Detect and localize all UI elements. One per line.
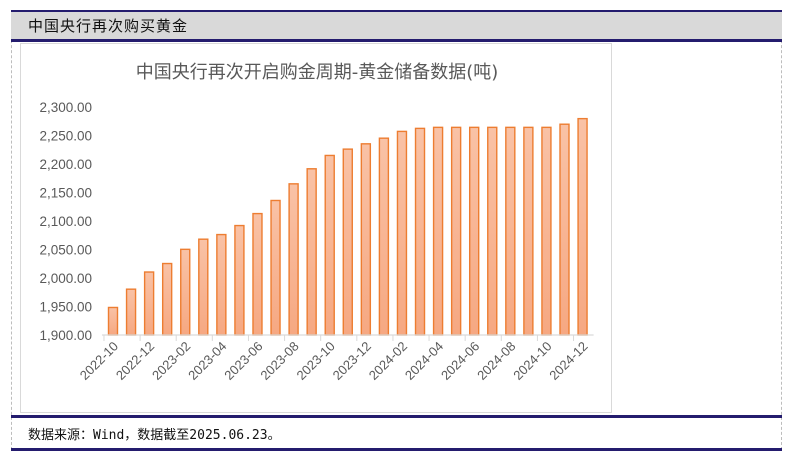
x-tick-label: 2022-12	[113, 339, 157, 383]
bar	[523, 126, 534, 336]
x-tick-label: 2022-10	[77, 339, 121, 383]
bar	[396, 130, 408, 336]
panel-frame	[11, 10, 782, 450]
y-tick-label: 1,950.00	[39, 300, 92, 315]
y-tick-label: 2,000.00	[39, 271, 92, 286]
bar	[487, 126, 498, 336]
bar	[324, 154, 335, 336]
bar	[414, 127, 426, 336]
y-tick-label: 2,200.00	[39, 157, 92, 172]
bar	[469, 126, 480, 336]
y-axis: 1,900.00 1,950.00 2,000.00 2,050.00 2,100.00…	[39, 100, 92, 343]
y-tick-label: 1,900.00	[39, 328, 92, 343]
bar	[180, 248, 191, 336]
bar	[306, 168, 317, 336]
x-tick-label: 2023-04	[185, 339, 229, 383]
y-tick-label: 2,100.00	[39, 214, 92, 229]
x-tick-label: 2023-02	[149, 339, 193, 383]
bar-chart: 1,900.00 1,950.00 2,000.00 2,050.00 2,100.00…	[39, 100, 594, 383]
x-tick-label: 2024-04	[402, 339, 446, 383]
chart-container: 中国央行再次开启购金周期-黄金储备数据(吨) 1,900.00 1,950.00 2…	[20, 43, 612, 413]
bar	[450, 126, 462, 336]
bar	[234, 224, 245, 336]
x-tick-label: 2023-08	[257, 339, 301, 383]
bar	[288, 183, 299, 336]
x-tick-label: 2023-10	[293, 339, 337, 383]
x-tick-label: 2024-02	[366, 339, 410, 383]
bar	[198, 238, 209, 336]
bar	[432, 126, 444, 336]
x-tick-label: 2023-12	[330, 339, 374, 383]
x-axis: 2022-102022-122023-022023-042023-062023-…	[77, 334, 594, 383]
bar	[378, 137, 390, 336]
y-tick-label: 2,150.00	[39, 186, 92, 201]
footer-rule-bottom	[11, 448, 782, 451]
bar	[107, 306, 119, 336]
bar	[216, 233, 227, 336]
x-tick-label: 2024-08	[474, 339, 518, 383]
x-tick-label: 2024-06	[438, 339, 482, 383]
data-source-note: 数据来源：Wind，数据截至2025.06.23。	[28, 428, 281, 443]
bar	[143, 271, 155, 336]
bar	[252, 212, 263, 336]
bar	[342, 148, 353, 336]
panel-header: 中国央行再次购买黄金	[11, 10, 782, 42]
bar	[125, 288, 137, 336]
panel-title: 中国央行再次购买黄金	[28, 17, 189, 35]
x-tick-label: 2024-10	[510, 339, 554, 383]
x-tick-label: 2024-12	[546, 339, 590, 383]
bar	[577, 117, 588, 336]
bar	[541, 126, 552, 336]
x-tick-label: 2023-06	[221, 339, 265, 383]
y-tick-label: 2,300.00	[39, 100, 92, 115]
bar	[559, 123, 570, 336]
bar	[161, 262, 173, 336]
bar	[505, 126, 516, 336]
chart-title: 中国央行再次开启购金周期-黄金储备数据(吨)	[135, 62, 499, 83]
bar	[270, 199, 281, 336]
bar	[360, 143, 372, 336]
y-tick-label: 2,050.00	[39, 243, 92, 258]
bar-series	[107, 117, 588, 336]
footer-rule-top	[11, 415, 782, 418]
y-tick-label: 2,250.00	[39, 129, 92, 144]
